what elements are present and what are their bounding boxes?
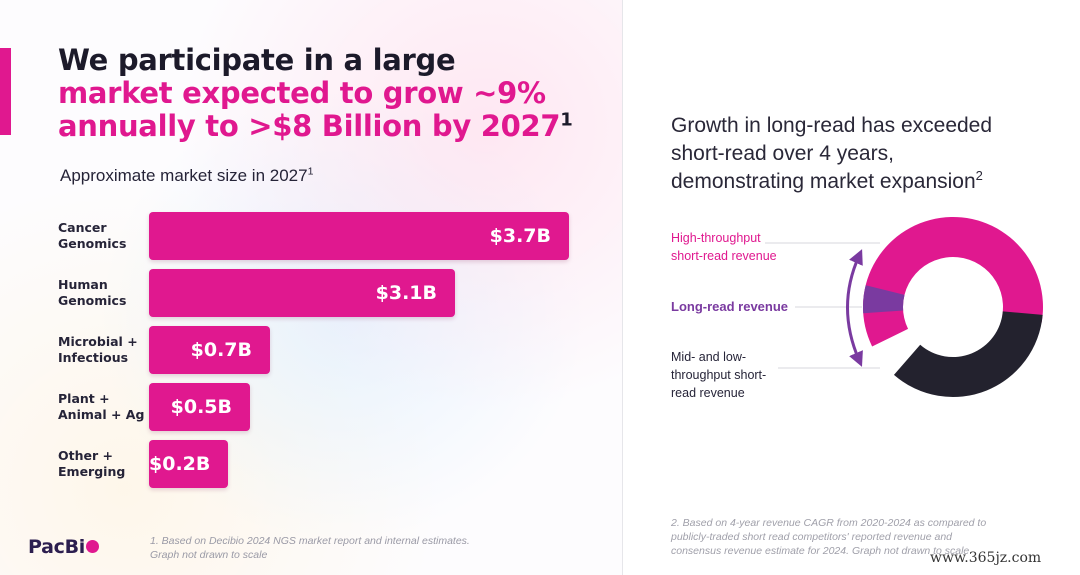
left-footnote-line-1: 1. Based on Decibio 2024 NGS market repo… <box>150 535 470 547</box>
bar-value-label: $0.2B <box>149 453 211 475</box>
bar-chart-subtitle-text: Approximate market size in 2027 <box>60 166 308 185</box>
headline-line-1: We participate in a large <box>58 43 456 77</box>
donut-slice-mid-low <box>893 311 1043 397</box>
right-title-line-3: demonstrating market expansion2 <box>671 168 992 196</box>
bar <box>149 440 228 488</box>
headline-line-2: market expected to grow ~9% <box>58 76 546 110</box>
bar <box>149 326 270 374</box>
watermark: www.365jz.com <box>930 550 1042 566</box>
label-high-line-2: short-read revenue <box>671 249 777 263</box>
bar-value-label: $0.7B <box>190 339 252 361</box>
donut-slice-high-throughput <box>863 217 1043 347</box>
headline: We participate in a large market expecte… <box>58 44 573 143</box>
label-mid-line-2: throughput short- <box>671 368 767 382</box>
logo-dot-icon <box>86 540 99 553</box>
bar <box>149 383 250 431</box>
right-title-line-2: short-read over 4 years, <box>671 142 894 165</box>
right-title: Growth in long-read has exceeded short-r… <box>671 112 992 196</box>
bar-value-label: $0.5B <box>170 396 232 418</box>
right-title-line-3-text: demonstrating market expansion <box>671 170 976 193</box>
subtitle-footnote-ref: 1 <box>307 165 314 178</box>
right-footnote-line-2: publicly-traded short read competitors' … <box>671 531 952 543</box>
label-mid-low-throughput: Mid- and low- throughput short- read rev… <box>671 348 766 402</box>
category-label: Plant + Animal + Ag <box>58 391 145 422</box>
donut-slices <box>863 217 1043 397</box>
right-title-line-1: Growth in long-read has exceeded <box>671 114 993 137</box>
right-title-footnote-ref: 2 <box>975 168 983 183</box>
label-high-throughput: High-throughput short-read revenue <box>671 229 777 265</box>
accent-bar <box>0 48 11 135</box>
right-footnote-line-3: consensus revenue estimate for 2024. Gra… <box>671 545 970 557</box>
label-mid-line-3: read revenue <box>671 386 745 400</box>
pacbio-logo: PacBi <box>28 536 99 558</box>
left-footnote: 1. Based on Decibio 2024 NGS market repo… <box>150 534 530 562</box>
category-label: Other + Emerging <box>58 448 126 479</box>
right-footnote-line-1: 2. Based on 4-year revenue CAGR from 202… <box>671 517 987 529</box>
category-label: Cancer Genomics <box>58 220 127 251</box>
logo-text: PacBi <box>28 536 85 558</box>
category-label: Human Genomics <box>58 277 127 308</box>
label-mid-line-1: Mid- and low- <box>671 350 747 364</box>
donut-slice-long-read <box>863 285 905 314</box>
bar-value-label: $3.1B <box>375 282 437 304</box>
left-footnote-line-2: Graph not drawn to scale <box>150 549 268 561</box>
label-high-line-1: High-throughput <box>671 231 761 245</box>
headline-line-3: annually to >$8 Billion by 2027 <box>58 109 561 143</box>
bar-chart-subtitle: Approximate market size in 20271 <box>60 166 313 186</box>
bar-value-label: $3.7B <box>489 225 551 247</box>
headline-footnote-ref: 1 <box>560 109 573 131</box>
right-footnote: 2. Based on 4-year revenue CAGR from 202… <box>671 516 1031 558</box>
bar <box>149 212 569 260</box>
category-label: Microbial + Infectious <box>58 334 138 365</box>
label-long-read: Long-read revenue <box>671 299 789 314</box>
panel-divider <box>622 0 623 575</box>
bar <box>149 269 455 317</box>
growth-arrow-icon <box>846 249 863 367</box>
